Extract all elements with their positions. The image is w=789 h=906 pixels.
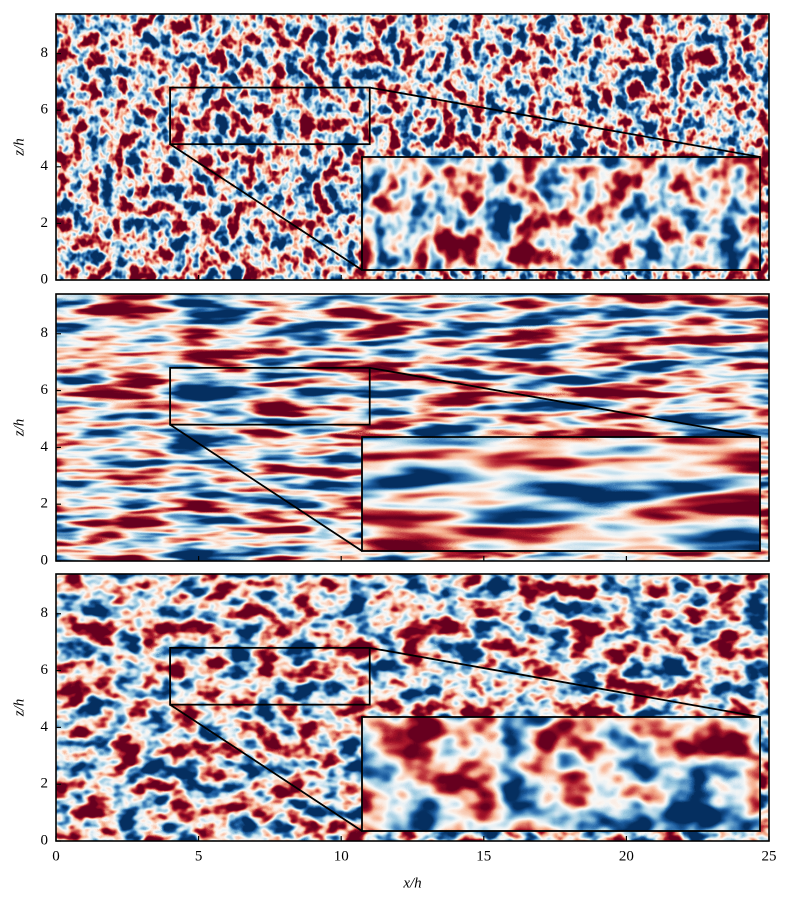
y-tick-label: 4	[41, 719, 49, 735]
panel: 0 2 4 6 8 0 5 10 15 20 25 z/h x/h	[11, 573, 777, 891]
y-tick-label: 8	[41, 605, 49, 621]
axes-frame	[55, 293, 770, 562]
y-tick-label: 0	[41, 552, 49, 568]
inset-image	[362, 717, 760, 831]
y-axis-label: z/h	[11, 699, 27, 718]
axes-frame	[55, 573, 770, 842]
connector-line	[369, 86, 761, 158]
connector-line	[169, 143, 363, 271]
x-tick-label: 15	[476, 848, 491, 864]
zoom-box	[169, 646, 371, 706]
y-tick-label: 0	[41, 271, 49, 287]
y-axis-label: z/h	[11, 419, 27, 438]
y-tick-label: 4	[41, 439, 49, 455]
inset-frame	[361, 436, 761, 552]
y-tick-label: 2	[41, 215, 49, 231]
y-tick-label: 8	[41, 45, 49, 61]
axes-frame	[55, 13, 770, 281]
y-tick-label: 6	[41, 662, 49, 678]
x-axis-label: x/h	[402, 875, 421, 891]
zoom-box	[169, 86, 371, 146]
connector-line	[369, 366, 761, 438]
connector-line	[169, 423, 363, 552]
y-tick-label: 2	[41, 496, 49, 512]
y-tick-label: 8	[41, 325, 49, 341]
x-tick-label: 10	[334, 848, 349, 864]
connector-line	[369, 646, 761, 718]
inset-image	[362, 437, 760, 551]
panel: 0 2 4 6 8 z/h	[11, 293, 770, 568]
y-axis-label: z/h	[11, 138, 27, 157]
y-tick-label: 6	[41, 102, 49, 118]
x-tick-label: 0	[52, 848, 60, 864]
inset-frame	[361, 156, 761, 271]
y-tick-label: 6	[41, 382, 49, 398]
inset-frame	[361, 716, 761, 832]
zoom-box	[169, 366, 371, 426]
y-tick-label: 2	[41, 776, 49, 792]
panel: 0 2 4 6 8 z/h	[11, 13, 770, 287]
x-tick-label: 25	[762, 848, 777, 864]
x-tick-label: 20	[619, 848, 634, 864]
y-tick-label: 0	[41, 832, 49, 848]
connector-line	[169, 703, 363, 832]
y-tick-label: 4	[41, 158, 49, 174]
x-tick-label: 5	[195, 848, 203, 864]
inset-image	[362, 157, 760, 270]
